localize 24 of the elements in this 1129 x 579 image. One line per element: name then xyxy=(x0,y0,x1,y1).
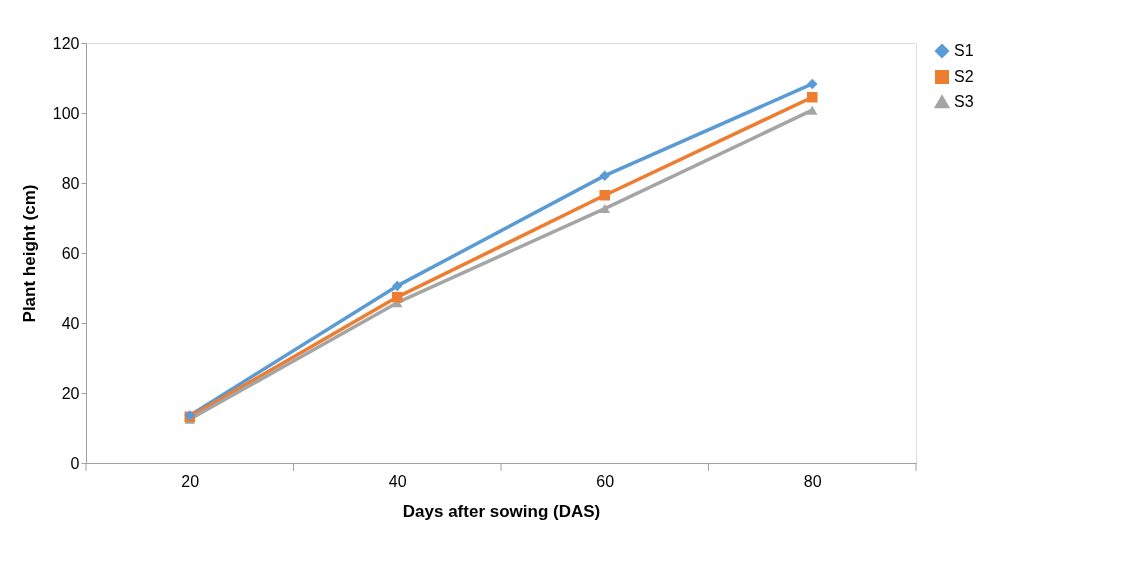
point xyxy=(599,204,610,214)
point xyxy=(599,190,610,201)
y-tick-label: 120 xyxy=(52,34,80,52)
point xyxy=(807,92,818,103)
point xyxy=(392,291,403,303)
x-axis-title: Days after sowing (DAS) xyxy=(402,501,601,521)
y-axis-title: Plant height (cm) xyxy=(19,184,39,323)
legend-label: S3 xyxy=(954,93,974,110)
y-tick-label: 80 xyxy=(61,174,80,192)
point xyxy=(599,170,610,181)
point xyxy=(807,105,818,115)
point xyxy=(392,280,403,292)
x-tick-label: 60 xyxy=(596,472,615,490)
y-tick-label: 60 xyxy=(61,244,80,262)
legend-label: S1 xyxy=(954,42,974,59)
x-tick-label: 40 xyxy=(388,472,407,490)
y-tick-label: 40 xyxy=(61,314,80,332)
legend-label: S2 xyxy=(954,68,974,85)
y-tick-label: 0 xyxy=(70,454,80,472)
x-tick-label: 80 xyxy=(803,472,822,490)
y-tick-label: 20 xyxy=(61,384,80,402)
x-tick-label: 20 xyxy=(181,472,200,490)
y-tick-label: 100 xyxy=(52,104,80,122)
point xyxy=(807,78,818,90)
